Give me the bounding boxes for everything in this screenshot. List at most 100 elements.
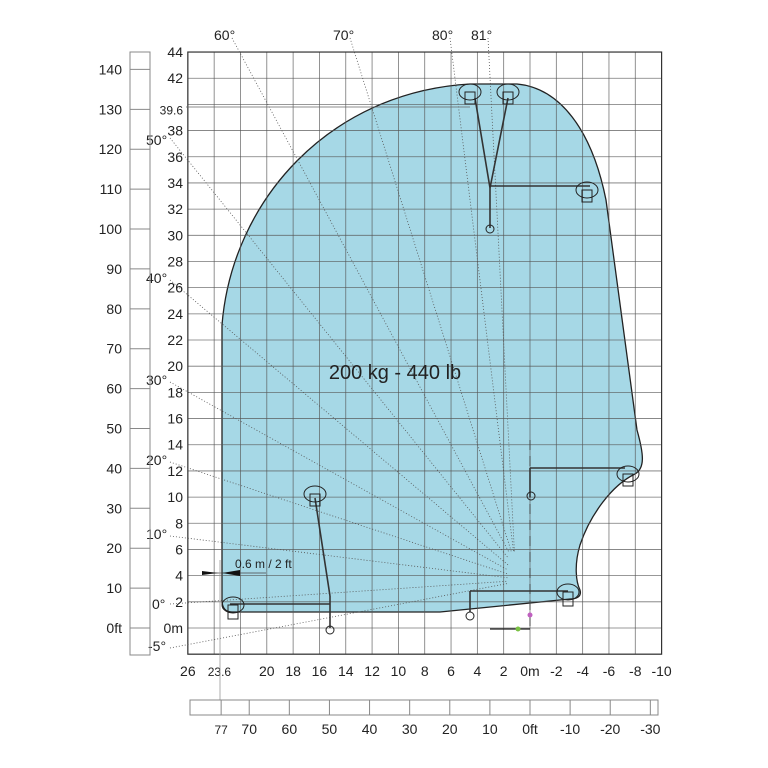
angle-label-0: 0°: [152, 596, 165, 612]
y-ft-tick-label: 30: [106, 500, 122, 516]
x-ft-tick-label: 50: [322, 721, 338, 737]
load-label: 200 kg - 440 lb: [329, 362, 461, 384]
y-tick-label: 8: [175, 515, 183, 531]
x-ft-tick-label: 0ft: [522, 721, 538, 737]
ft-scale-horizontal: [189, 699, 659, 716]
angle-ray: [169, 583, 509, 649]
x-ft-tick-label: 10: [482, 721, 498, 737]
x-tick-label: 4: [473, 663, 481, 679]
y-tick-label: 24: [167, 306, 183, 322]
marker-magenta: [527, 612, 533, 618]
ft-scale-vertical: [129, 51, 151, 656]
angle-label-minus5: -5°: [148, 638, 166, 654]
y-tick-label: 36: [167, 149, 183, 165]
angle-rays: [169, 37, 515, 649]
y-tick-label: 22: [167, 332, 183, 348]
x-tick-label: 10: [391, 663, 407, 679]
y-ft-tick-label: 60: [106, 381, 122, 397]
y-ft-tick-label: 10: [106, 580, 122, 596]
x-ft-tick-label: 60: [282, 721, 298, 737]
x-ft-tick-label: 40: [362, 721, 378, 737]
x-tick-label: 6: [447, 663, 455, 679]
y-tick-label: 2: [175, 594, 183, 610]
y-tick-label: 6: [175, 541, 183, 557]
angle-label-30: 30°: [146, 372, 167, 388]
x-ft-tick-label: 30: [402, 721, 418, 737]
y-ft-tick-label: 20: [106, 540, 122, 556]
y-tick-label: 28: [167, 253, 183, 269]
angle-label-60: 60°: [214, 27, 235, 43]
y-ft-tick-label: 70: [106, 341, 122, 357]
offset-arrow-right-icon: [222, 570, 240, 576]
y-tick-label: 39.6: [160, 104, 184, 118]
y-tick-label: 12: [167, 463, 183, 479]
y-tick-label: 16: [167, 411, 183, 427]
y-ft-tick-label: 0ft: [106, 620, 122, 636]
y-tick-label: 18: [167, 384, 183, 400]
angle-ray: [449, 37, 515, 553]
x-tick-label: 2: [500, 663, 508, 679]
x-tick-label: 18: [285, 663, 301, 679]
x-tick-label: 0m: [520, 663, 539, 679]
y-tick-label: 32: [167, 201, 183, 217]
x-ft-tick-label: 70: [241, 721, 257, 737]
y-tick-label: 42: [167, 70, 183, 86]
y-ft-tick-label: 50: [106, 421, 122, 437]
y-ft-tick-label: 130: [99, 101, 123, 117]
x-tick-label: 26: [180, 663, 196, 679]
x-tick-label: 16: [312, 663, 328, 679]
angle-label-20: 20°: [146, 452, 167, 468]
x-ft-tick-label: 77: [214, 723, 228, 737]
x-tick-label: -8: [629, 663, 642, 679]
marker-green: [515, 626, 521, 632]
y-ft-tick-label: 90: [106, 261, 122, 277]
angle-label-81: 81°: [471, 27, 492, 43]
x-tick-label: 14: [338, 663, 354, 679]
y-ft-tick-label: 120: [99, 141, 123, 157]
y-ft-tick-label: 40: [106, 460, 122, 476]
x-tick-label: -10: [651, 663, 671, 679]
x-tick-label: -6: [603, 663, 616, 679]
platform-baskets: [221, 83, 640, 635]
angle-label-70: 70°: [333, 27, 354, 43]
y-ft-tick-label: 80: [106, 301, 122, 317]
angle-label-50: 50°: [146, 132, 167, 148]
x-tick-label: 23.6: [208, 665, 232, 679]
angle-label-10: 10°: [146, 526, 167, 542]
x-ft-tick-label: -30: [640, 721, 660, 737]
boom-positions: [230, 97, 625, 628]
x-tick-label: 8: [421, 663, 429, 679]
x-ft-tick-label: 20: [442, 721, 458, 737]
y-tick-label: 44: [167, 44, 183, 60]
y-tick-label: 14: [167, 437, 183, 453]
angle-ray: [169, 580, 509, 605]
working-envelope: [221, 83, 644, 613]
offset-note: 0.6 m / 2 ft: [235, 557, 292, 571]
x-tick-label: 12: [364, 663, 380, 679]
x-tick-label: -4: [576, 663, 589, 679]
y-tick-label: 0m: [164, 620, 183, 636]
angle-label-80: 80°: [432, 27, 453, 43]
x-tick-label: 20: [259, 663, 275, 679]
y-tick-label: 10: [167, 489, 183, 505]
grid-border: [187, 51, 663, 655]
y-tick-label: 26: [167, 280, 183, 296]
y-tick-label: 34: [167, 175, 183, 191]
x-tick-label: -2: [550, 663, 563, 679]
y-tick-label: 38: [167, 123, 183, 139]
y-ft-tick-label: 110: [100, 181, 123, 197]
tick-labels: 26 23.6 20 18 16 14 12 10 8 6 4 2 0m -2 -4 -6 -8 -1044423…: [99, 44, 672, 737]
y-tick-label: 20: [167, 358, 183, 374]
x-ft-tick-label: -20: [600, 721, 620, 737]
x-ft-tick-label: -10: [560, 721, 580, 737]
offset-arrow-left-icon: [202, 571, 218, 575]
angle-label-40: 40°: [146, 270, 167, 286]
y-ft-tick-label: 100: [99, 221, 123, 237]
y-tick-label: 4: [175, 568, 183, 584]
y-ft-tick-label: 140: [99, 61, 123, 77]
boom-mid: [314, 497, 331, 597]
angle-ray: [487, 37, 515, 553]
y-tick-label: 30: [167, 227, 183, 243]
